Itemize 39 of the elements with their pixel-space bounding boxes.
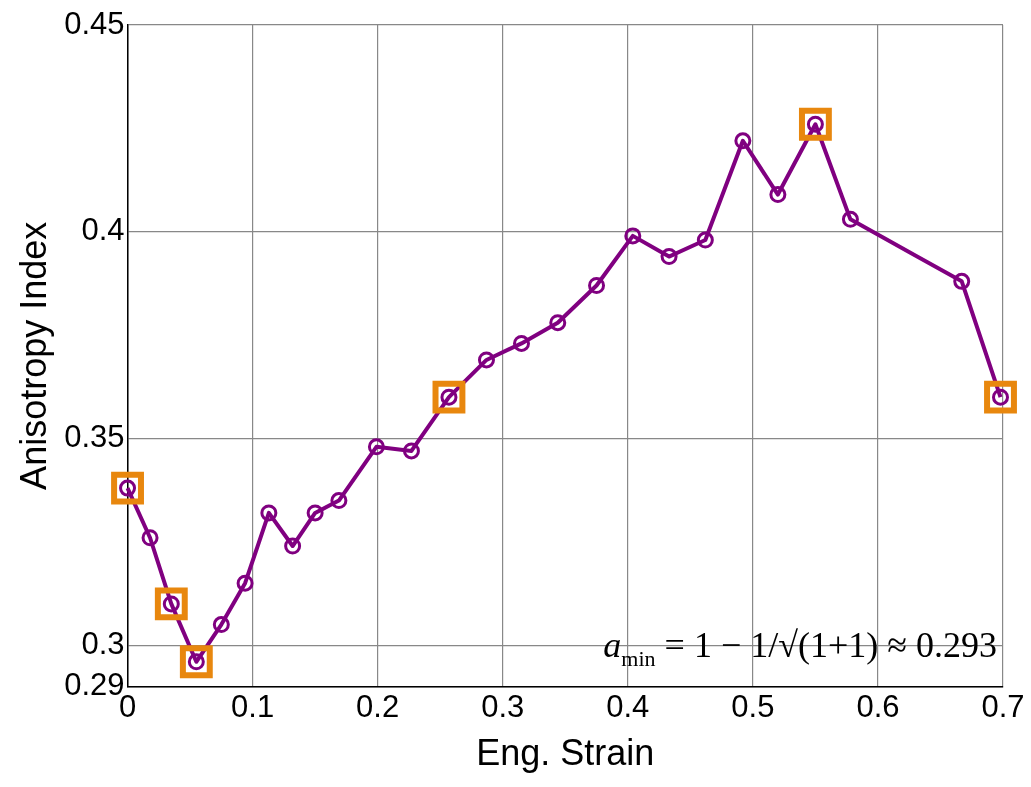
x-tick-label: 0.5: [731, 688, 775, 724]
point: [841, 210, 859, 228]
point: [549, 314, 567, 332]
point: [212, 616, 230, 634]
point: [306, 504, 324, 522]
y-tick-label: 0.35: [64, 419, 125, 455]
point: [660, 248, 678, 266]
point: [512, 334, 530, 352]
point: [696, 231, 714, 249]
point: [798, 107, 832, 141]
y-tick-label: 0.3: [81, 625, 125, 661]
point: [284, 537, 302, 555]
point: [367, 438, 385, 456]
point: [330, 492, 348, 510]
x-tick-label: 0.3: [481, 688, 525, 724]
point: [734, 132, 752, 150]
y-axis-title: Anisotropy Index: [12, 221, 54, 490]
point: [111, 471, 144, 505]
x-tick-label: 0.4: [606, 688, 650, 724]
y-tick-label: 0.4: [81, 212, 125, 248]
point: [402, 442, 420, 460]
x-tick-label: 0.6: [856, 688, 900, 724]
point: [179, 645, 213, 679]
point: [984, 380, 1017, 414]
point: [624, 227, 642, 245]
point: [236, 574, 254, 592]
point: [260, 504, 278, 522]
point: [769, 186, 787, 204]
y-tick-label: 0.45: [64, 5, 125, 41]
point: [432, 380, 466, 414]
x-tick-label: 0.7: [981, 688, 1025, 724]
point: [141, 529, 159, 547]
point: [953, 272, 971, 290]
x-tick-label: 0.1: [231, 688, 275, 724]
x-tick-label: 0.2: [356, 688, 400, 724]
point: [154, 587, 188, 621]
point: [477, 351, 495, 369]
point: [588, 277, 606, 295]
x-axis-title: Eng. Strain: [476, 732, 655, 774]
